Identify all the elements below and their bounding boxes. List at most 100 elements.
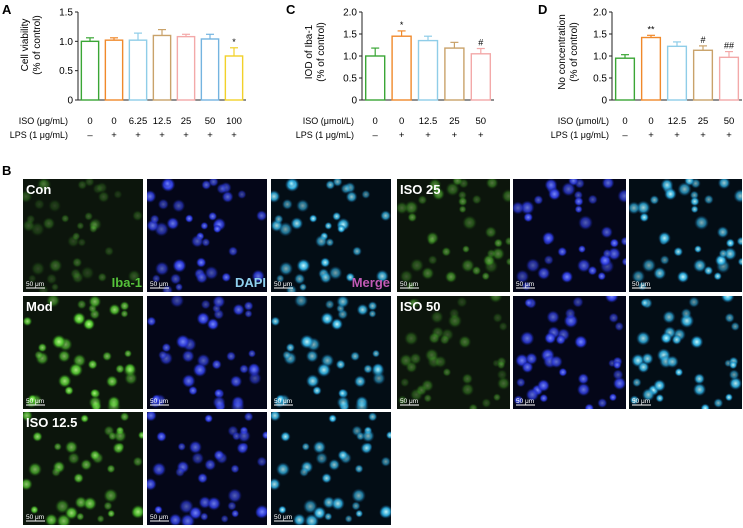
cell-nucleus bbox=[441, 246, 452, 257]
cell-nucleus bbox=[409, 258, 425, 273]
cell-nucleus bbox=[45, 273, 58, 285]
scale-bar-label: 50 μm bbox=[150, 514, 168, 521]
cell-nucleus bbox=[221, 190, 234, 203]
cell-nucleus bbox=[271, 189, 281, 203]
chart-d-bar bbox=[718, 56, 740, 101]
chart-c-plot: 0 0.5 1.0 1.5 2.0 0 – * 0 +12.5 +25 + #50 + bbox=[343, 8, 494, 141]
cell-nucleus bbox=[37, 342, 48, 353]
cell-nucleus bbox=[641, 352, 654, 365]
chart-a-row-label-iso: ISO (μg/mL) bbox=[19, 116, 68, 126]
scale-bar-label: 50 μm bbox=[150, 281, 168, 288]
cell-nucleus bbox=[690, 335, 704, 349]
cell-nucleus bbox=[132, 456, 143, 467]
cell-nucleus bbox=[407, 212, 418, 223]
cell-nucleus bbox=[524, 298, 534, 308]
tile-cells bbox=[147, 412, 267, 525]
cell-nucleus bbox=[404, 200, 419, 215]
cell-nucleus bbox=[458, 335, 472, 349]
cell-nucleus bbox=[190, 234, 204, 248]
cell-nucleus bbox=[154, 261, 170, 276]
image-con-merge: 50 μm bbox=[271, 179, 391, 292]
chart-a-iso-dose-label: 6.25 bbox=[129, 116, 148, 127]
chart-c-y-tick-label: 0 bbox=[351, 96, 357, 107]
cell-nucleus bbox=[87, 359, 98, 370]
cell-nucleus bbox=[246, 363, 261, 378]
chart-c-significance-mark: # bbox=[478, 38, 483, 48]
cell-nucleus bbox=[481, 397, 492, 409]
cell-nucleus bbox=[25, 214, 36, 224]
cell-nucleus bbox=[328, 414, 338, 423]
chart-d-ylabel-line-2: (% of control) bbox=[569, 22, 580, 81]
cell-nucleus bbox=[576, 382, 591, 397]
cell-nucleus bbox=[132, 210, 143, 222]
cell-nucleus bbox=[212, 395, 226, 409]
cell-nucleus bbox=[48, 258, 63, 273]
cell-nucleus bbox=[632, 377, 642, 388]
cell-nucleus bbox=[261, 430, 267, 440]
chart-a-plot: 0 0.5 1.0 1.5 0 – 0 +6.25 +12.5 +25 +50 + * 100 + bbox=[59, 8, 246, 141]
cell-nucleus bbox=[169, 273, 182, 285]
chart-c-row-label-iso: ISO (μmol/L) bbox=[303, 116, 354, 126]
cell-nucleus bbox=[703, 265, 714, 276]
channel-label-merge: Merge bbox=[352, 275, 390, 290]
cell-nucleus bbox=[621, 257, 626, 266]
tile-cells bbox=[147, 296, 262, 409]
chart-d-lps-label: + bbox=[726, 130, 732, 141]
cell-nucleus bbox=[30, 261, 46, 276]
cell-nucleus bbox=[201, 237, 211, 247]
cell-nucleus bbox=[151, 274, 161, 283]
cell-nucleus bbox=[89, 449, 101, 461]
chart-c-y-tick-label: 1.5 bbox=[343, 30, 357, 41]
cell-nucleus bbox=[573, 196, 584, 207]
cell-nucleus bbox=[520, 200, 535, 215]
cell-nucleus bbox=[728, 369, 740, 381]
cell-nucleus bbox=[713, 271, 723, 281]
cell-nucleus bbox=[460, 382, 475, 397]
cell-nucleus bbox=[76, 512, 85, 521]
cell-nucleus bbox=[312, 385, 322, 396]
chart-a-y-tick-label: 1.0 bbox=[59, 37, 73, 48]
cell-nucleus bbox=[641, 388, 656, 402]
cell-nucleus bbox=[471, 265, 482, 276]
cell-nucleus bbox=[692, 258, 707, 273]
image-mod-dapi: 50 μm bbox=[147, 296, 267, 409]
chart-a-ylabel-line-1: Cell viability bbox=[20, 19, 31, 72]
cell-nucleus bbox=[649, 195, 660, 205]
cell-nucleus bbox=[421, 266, 435, 280]
chart-a-row-label-lps: LPS (1 μg/mL) bbox=[10, 130, 68, 140]
chart-d-significance-mark: ** bbox=[647, 24, 655, 34]
chart-d-significance-mark: ## bbox=[724, 41, 734, 51]
cell-nucleus bbox=[325, 179, 336, 190]
cell-nucleus bbox=[716, 226, 729, 239]
cell-nucleus bbox=[694, 215, 709, 231]
chart-c-bar bbox=[470, 53, 492, 101]
cell-nucleus bbox=[231, 509, 240, 518]
cell-nucleus bbox=[137, 430, 143, 440]
cell-nucleus bbox=[290, 217, 304, 230]
scale-bar: 50 μm bbox=[26, 514, 45, 522]
cell-nucleus bbox=[119, 301, 130, 311]
chart-c-ylabel-line-1: IOD of Iba-1 bbox=[304, 24, 315, 79]
chart-c-bar bbox=[444, 47, 465, 101]
panel-label-a: A bbox=[2, 2, 12, 17]
cell-nucleus bbox=[97, 272, 108, 283]
chart-d-plot: 0 0.5 1.0 1.5 2.0 0 – ** 0 +12.5 + #25 + ## 50 + bbox=[593, 8, 742, 141]
cell-nucleus bbox=[168, 513, 182, 525]
cell-nucleus bbox=[433, 355, 447, 369]
cell-nucleus bbox=[448, 307, 460, 320]
cell-nucleus bbox=[336, 296, 350, 309]
cell-nucleus bbox=[456, 296, 468, 308]
cell-nucleus bbox=[103, 501, 113, 511]
cell-nucleus bbox=[703, 194, 714, 205]
cell-nucleus bbox=[612, 369, 624, 381]
chart-a-lps-label: + bbox=[183, 130, 189, 141]
scale-bar: 50 μm bbox=[150, 514, 169, 522]
chart-c-iso-dose-label: 0 bbox=[373, 116, 378, 127]
cell-nucleus bbox=[211, 359, 222, 370]
cell-nucleus bbox=[89, 388, 99, 398]
cell-nucleus bbox=[64, 506, 79, 520]
scale-bar: 50 μm bbox=[400, 398, 419, 406]
cell-nucleus bbox=[275, 274, 285, 283]
cell-nucleus bbox=[64, 440, 79, 454]
cell-nucleus bbox=[271, 477, 281, 491]
